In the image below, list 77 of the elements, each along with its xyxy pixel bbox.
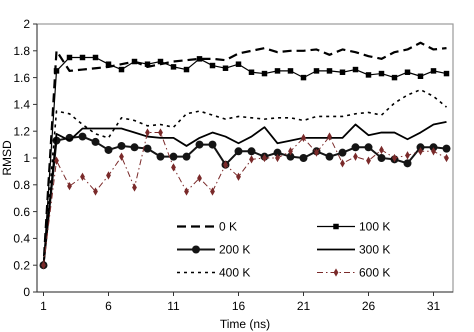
y-tick-label: 0.6 <box>13 204 30 219</box>
legend-label: 600 K <box>359 266 390 280</box>
point <box>210 62 216 68</box>
y-tick-label: 1.6 <box>13 70 30 85</box>
point <box>340 70 346 75</box>
point <box>274 68 280 74</box>
x-tick-label: 6 <box>105 299 112 313</box>
point <box>234 147 242 156</box>
legend-label: 200 K <box>219 242 250 257</box>
point <box>118 66 124 72</box>
point <box>326 68 332 74</box>
x-tick-label: 26 <box>362 299 376 313</box>
point <box>182 152 190 161</box>
legend-label: 0 K <box>219 220 238 234</box>
point <box>106 61 112 67</box>
point <box>248 70 254 75</box>
y-tick-label: 0.2 <box>13 258 30 272</box>
point <box>144 61 150 67</box>
point <box>196 56 202 62</box>
point <box>158 58 164 64</box>
point <box>170 64 176 70</box>
point <box>274 148 282 157</box>
point <box>300 154 308 162</box>
point <box>288 68 294 74</box>
point <box>404 70 410 75</box>
x-tick-label: 31 <box>426 299 440 313</box>
x-tick-label: 1 <box>40 299 48 313</box>
point <box>92 138 100 146</box>
x-tick-label: 21 <box>296 299 310 313</box>
point <box>222 65 228 71</box>
point <box>208 140 216 149</box>
point <box>418 74 424 79</box>
point <box>144 144 152 153</box>
point <box>54 68 60 74</box>
x-tick-label: 16 <box>232 299 246 313</box>
point <box>196 140 204 149</box>
point <box>378 154 386 162</box>
point <box>118 142 126 150</box>
y-tick-label: 0.4 <box>13 232 30 246</box>
point <box>130 143 138 152</box>
point <box>338 148 346 157</box>
point <box>286 152 294 161</box>
y-tick-label: 0 <box>23 285 30 300</box>
point <box>326 152 334 161</box>
point <box>444 70 450 76</box>
point <box>78 132 86 141</box>
y-axis-title: RMSD <box>0 140 14 176</box>
y-tick-label: 1.8 <box>13 44 30 58</box>
point <box>366 72 372 78</box>
point <box>442 144 450 153</box>
point <box>132 58 138 64</box>
point <box>364 143 372 152</box>
x-axis-title: Time (ns) <box>220 317 270 331</box>
point <box>430 68 436 74</box>
point <box>184 66 190 72</box>
point <box>352 66 358 72</box>
x-tick-label: 11 <box>167 299 180 313</box>
y-tick-label: 0.8 <box>13 178 30 192</box>
point <box>392 74 398 80</box>
legend-label: 100 K <box>359 220 390 234</box>
y-tick-label: 1 <box>23 151 30 166</box>
point <box>236 61 242 67</box>
legend-label: 300 K <box>359 242 390 257</box>
point <box>170 152 178 161</box>
legend-label: 400 K <box>219 266 250 280</box>
point <box>262 70 268 76</box>
point <box>248 147 256 156</box>
point <box>156 152 164 161</box>
point <box>378 70 384 76</box>
point <box>104 146 112 154</box>
point <box>300 74 306 80</box>
point <box>352 143 360 152</box>
y-tick-label: 2 <box>23 17 30 32</box>
point <box>314 68 320 74</box>
y-tick-label: 1.4 <box>13 98 30 112</box>
y-tick-label: 1.2 <box>13 124 30 138</box>
point <box>404 159 412 168</box>
